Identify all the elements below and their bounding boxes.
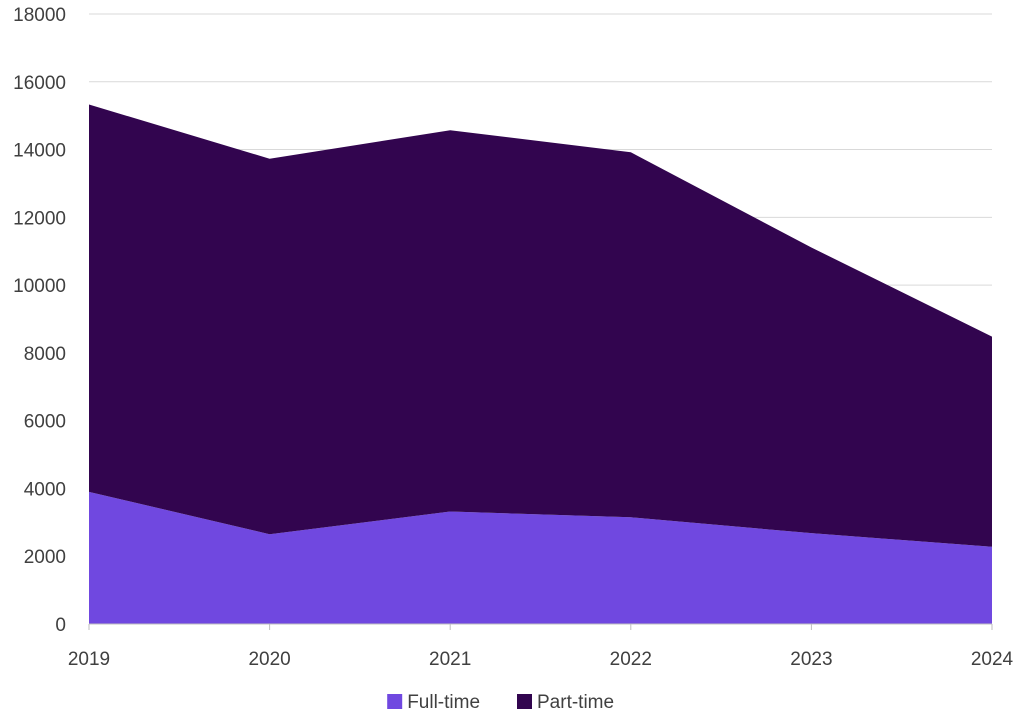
area-series-part-time xyxy=(89,104,992,547)
area-series-full-time xyxy=(89,491,992,624)
area-series-group xyxy=(89,104,992,624)
y-tick-label-2000: 2000 xyxy=(24,547,66,568)
y-tick-label-8000: 8000 xyxy=(24,344,66,365)
legend-label-full-time: Full-time xyxy=(407,692,480,713)
x-tick-label-2019: 2019 xyxy=(68,649,110,670)
x-tick-label-2020: 2020 xyxy=(248,649,290,670)
x-axis-tick-labels: 2019 2020 2021 2022 2023 2024 xyxy=(68,649,1014,670)
y-tick-label-16000: 16000 xyxy=(13,73,66,94)
y-tick-label-12000: 12000 xyxy=(13,208,66,229)
legend-item-part-time: Part-time xyxy=(517,692,614,713)
axes xyxy=(88,623,993,630)
y-tick-label-10000: 10000 xyxy=(13,276,66,297)
legend: Full-time Part-time xyxy=(387,692,614,713)
y-tick-label-14000: 14000 xyxy=(13,141,66,162)
legend-swatch-part-time xyxy=(517,694,532,709)
x-tick-label-2021: 2021 xyxy=(429,649,471,670)
y-tick-label-6000: 6000 xyxy=(24,412,66,433)
legend-label-part-time: Part-time xyxy=(537,692,614,713)
y-tick-label-4000: 4000 xyxy=(24,479,66,500)
y-tick-label-18000: 18000 xyxy=(13,5,66,26)
y-axis-tick-labels: 0 2000 4000 6000 8000 10000 12000 14000 16000 180… xyxy=(13,5,66,636)
x-tick-label-2023: 2023 xyxy=(790,649,832,670)
x-tick-label-2024: 2024 xyxy=(971,649,1014,670)
legend-swatch-full-time xyxy=(387,694,403,709)
x-tick-label-2022: 2022 xyxy=(610,649,652,670)
y-tick-label-0: 0 xyxy=(55,615,66,636)
legend-item-full-time: Full-time xyxy=(387,692,480,713)
